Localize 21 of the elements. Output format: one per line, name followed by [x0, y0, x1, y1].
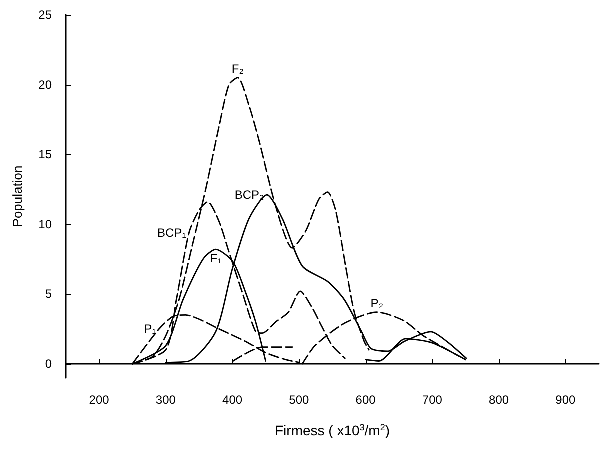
x-tick-label: 600: [356, 393, 376, 407]
y-tick-label: 0: [45, 357, 52, 372]
y-tick-label: 25: [38, 8, 52, 22]
series-label: P₂: [370, 296, 384, 310]
y-tick-label: 5: [45, 287, 52, 302]
series-label: F₁: [210, 252, 222, 266]
y-tick-label: 20: [38, 78, 52, 92]
x-tick-label: 500: [289, 393, 310, 407]
y-axis-title: Population: [10, 166, 25, 228]
series-label: BCP₁: [158, 226, 186, 240]
x-tick-label: 900: [556, 393, 576, 407]
x-tick-label: 200: [89, 393, 110, 407]
series-label: P₁: [144, 322, 156, 336]
y-tick-label: 10: [38, 217, 52, 232]
y-tick-label: 15: [38, 148, 52, 162]
x-tick-label: 700: [422, 393, 443, 407]
series-label: F₂: [232, 62, 244, 76]
series-label: BCP₂: [234, 188, 265, 202]
x-tick-label: 400: [222, 393, 243, 407]
x-tick-label: 800: [489, 393, 510, 407]
x-tick-label: 300: [156, 393, 176, 407]
